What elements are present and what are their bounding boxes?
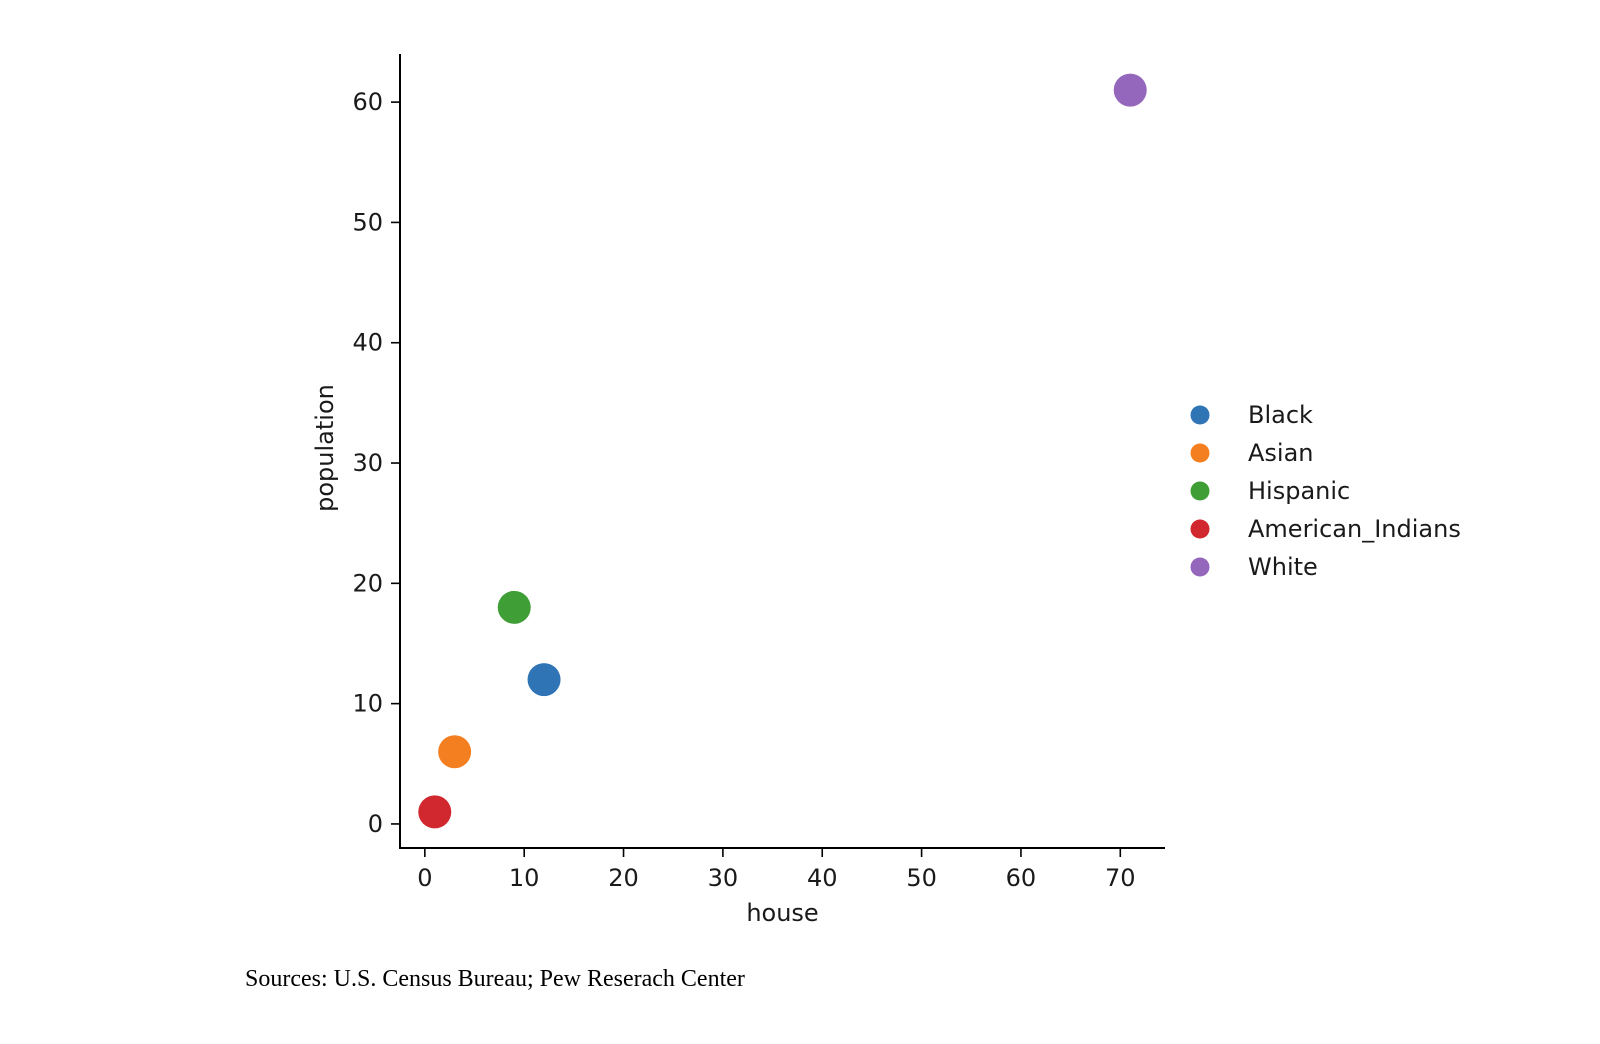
y-tick-label: 40	[352, 329, 383, 357]
x-tick-label: 40	[807, 864, 838, 892]
legend: Black Asian Hispanic American_Indians White	[1190, 401, 1461, 581]
y-tick-label: 20	[352, 569, 383, 597]
y-tick-label: 0	[368, 810, 383, 838]
legend-marker-american-indians	[1190, 519, 1210, 539]
x-tick-label: 20	[608, 864, 639, 892]
axes	[399, 54, 1165, 849]
data-point-asian	[438, 735, 472, 769]
y-tick-label: 60	[352, 88, 383, 116]
x-tick-label: 30	[708, 864, 739, 892]
legend-label-black: Black	[1248, 401, 1313, 429]
data-point-white	[1113, 73, 1147, 107]
legend-marker-white	[1190, 557, 1210, 577]
legend-label-white: White	[1248, 553, 1318, 581]
data-point-american-indians	[418, 795, 452, 829]
legend-label-asian: Asian	[1248, 439, 1314, 467]
data-points	[418, 73, 1147, 829]
x-tick-label: 60	[1006, 864, 1037, 892]
y-tick-label: 10	[352, 690, 383, 718]
legend-marker-hispanic	[1190, 481, 1210, 501]
legend-marker-asian	[1190, 443, 1210, 463]
x-tick-label: 70	[1105, 864, 1136, 892]
x-tick-label: 10	[509, 864, 540, 892]
y-tick-label: 30	[352, 449, 383, 477]
axis-ticks: 0 10 20 30 40 50 60 70 0 10 20 30 40 50 60	[352, 88, 1135, 892]
source-note: Sources: U.S. Census Bureau; Pew Reserac…	[245, 966, 745, 992]
legend-label-american-indians: American_Indians	[1248, 515, 1461, 543]
x-axis-label: house	[746, 899, 818, 927]
y-tick-label: 50	[352, 208, 383, 236]
x-tick-label: 50	[906, 864, 937, 892]
data-point-black	[527, 663, 561, 697]
legend-label-hispanic: Hispanic	[1248, 477, 1350, 505]
x-tick-label: 0	[417, 864, 432, 892]
y-axis-label: population	[311, 384, 339, 512]
data-point-hispanic	[497, 590, 531, 624]
legend-marker-black	[1190, 405, 1210, 425]
